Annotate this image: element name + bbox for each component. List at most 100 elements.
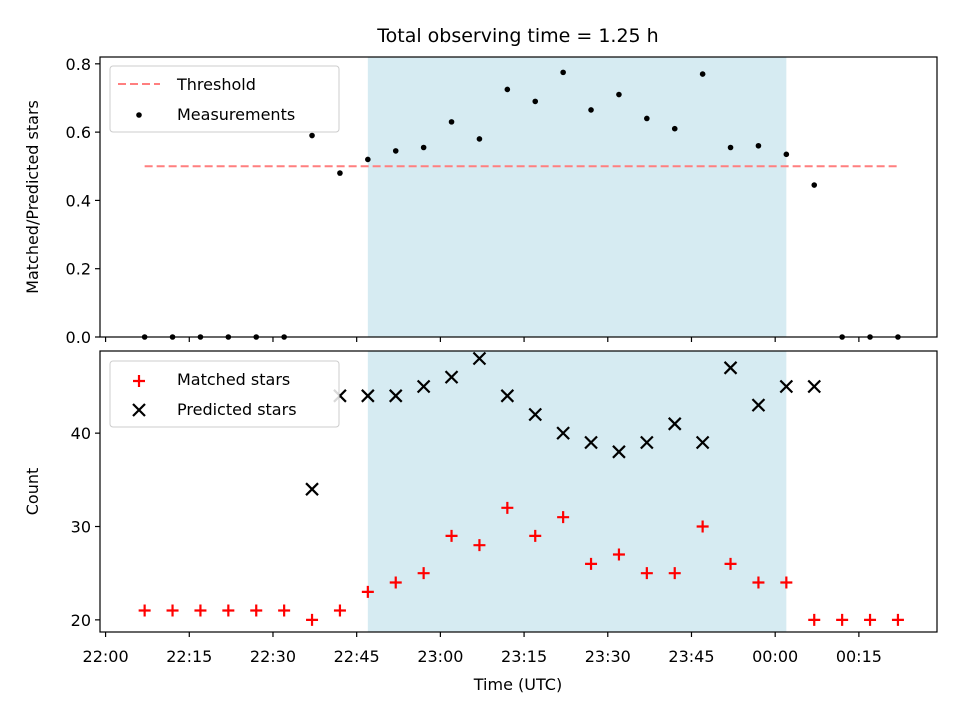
legend-matched-label: Matched stars bbox=[177, 370, 290, 389]
y-tick-label: 40 bbox=[71, 424, 91, 443]
matched-stars-point bbox=[306, 613, 319, 626]
count-panel-marks bbox=[138, 351, 904, 626]
observing-window-span bbox=[367, 351, 787, 632]
matched-stars-point bbox=[445, 529, 458, 542]
matched-stars-point bbox=[501, 501, 514, 514]
predicted-stars-point bbox=[640, 435, 654, 450]
chart-title: Total observing time = 1.25 h bbox=[376, 25, 658, 47]
ratio-panel-frame bbox=[99, 56, 938, 338]
x-tick-label: 23:30 bbox=[585, 647, 631, 666]
predicted-stars-point bbox=[361, 389, 375, 403]
predicted-stars-point bbox=[305, 482, 319, 496]
x-tick-label: 22:00 bbox=[83, 647, 129, 666]
matched-stars-point bbox=[836, 613, 849, 626]
matched-stars-point bbox=[724, 557, 737, 570]
measurement-point bbox=[755, 142, 762, 149]
matched-stars-point bbox=[361, 585, 374, 598]
y-tick-label: 20 bbox=[71, 611, 91, 630]
legend-box bbox=[109, 65, 340, 133]
matched-stars-point bbox=[780, 576, 793, 589]
ratio-panel-x-ticks bbox=[104, 337, 860, 342]
y-tick-label: 0.6 bbox=[66, 123, 91, 142]
predicted-stars-point bbox=[528, 407, 543, 422]
legend-predicted-swatch bbox=[132, 403, 146, 417]
measurement-point bbox=[532, 98, 539, 105]
x-tick-label: 22:45 bbox=[334, 647, 380, 666]
legend-measurements-label: Measurements bbox=[177, 105, 295, 124]
predicted-stars-point bbox=[388, 389, 403, 403]
count-panel-x-ticks: 22:00 22:15 22:30 22:45 23:00 23:15 23:30 23:45… bbox=[83, 632, 882, 666]
legend-matched-swatch bbox=[133, 375, 145, 387]
matched-stars-point bbox=[194, 604, 207, 617]
legend-box bbox=[109, 360, 340, 428]
x-tick-label: 00:00 bbox=[752, 647, 798, 666]
matched-stars-point bbox=[891, 613, 904, 626]
matched-stars-point bbox=[752, 576, 765, 589]
count-panel-y-ticks: 20 30 40 bbox=[71, 424, 100, 630]
legend-measurements-swatch bbox=[136, 112, 142, 118]
measurement-point bbox=[504, 86, 511, 93]
x-tick-label: 22:30 bbox=[250, 647, 296, 666]
ratio-panel-marks bbox=[141, 69, 901, 340]
predicted-stars-point bbox=[416, 379, 431, 394]
predicted-stars-point bbox=[472, 351, 487, 366]
matched-stars-point bbox=[612, 548, 625, 561]
ratio-panel-legend: Threshold Measurements bbox=[109, 65, 340, 133]
x-tick-label: 00:15 bbox=[836, 647, 882, 666]
y-tick-label: 0.4 bbox=[66, 191, 91, 210]
x-axis-label: Time (UTC) bbox=[473, 675, 562, 694]
x-tick-label: 23:15 bbox=[501, 647, 547, 666]
matched-stars-point bbox=[640, 567, 653, 580]
measurement-point bbox=[644, 115, 650, 122]
matched-stars-point bbox=[278, 604, 291, 617]
matched-stars-point bbox=[138, 604, 151, 617]
y-tick-label: 0.8 bbox=[66, 55, 91, 74]
matched-stars-point bbox=[808, 613, 821, 626]
predicted-stars-point bbox=[612, 445, 626, 459]
predicted-stars-point bbox=[723, 361, 738, 375]
matched-stars-point bbox=[585, 557, 598, 570]
predicted-stars-point bbox=[667, 417, 682, 431]
y-tick-label: 30 bbox=[71, 518, 91, 537]
measurement-point bbox=[365, 156, 371, 163]
measurement-point bbox=[783, 151, 790, 158]
count-panel-frame bbox=[99, 350, 938, 633]
x-tick-label: 23:00 bbox=[417, 647, 463, 666]
ratio-panel-y-ticks: 0.0 0.2 0.4 0.6 0.8 bbox=[66, 55, 100, 347]
matched-stars-point bbox=[417, 567, 430, 580]
legend-threshold-label: Threshold bbox=[176, 75, 256, 94]
predicted-stars-point bbox=[807, 379, 822, 394]
predicted-stars-point bbox=[751, 398, 766, 412]
measurement-point bbox=[811, 182, 818, 188]
predicted-stars-point bbox=[556, 426, 570, 440]
legend-predicted-label: Predicted stars bbox=[177, 400, 297, 419]
measurement-point bbox=[588, 107, 594, 113]
measurement-point bbox=[699, 71, 706, 77]
measurement-point bbox=[448, 119, 455, 125]
measurement-point bbox=[671, 125, 678, 132]
measurement-point bbox=[392, 148, 399, 154]
measurement-point bbox=[616, 91, 622, 98]
matched-stars-point bbox=[557, 511, 570, 524]
predicted-stars-point bbox=[779, 379, 794, 394]
measurement-point bbox=[420, 144, 427, 151]
predicted-stars-point bbox=[584, 435, 598, 450]
ratio-panel-y-label: Matched/Predicted stars bbox=[23, 100, 42, 294]
x-tick-label: 23:45 bbox=[668, 647, 714, 666]
y-tick-label: 0.2 bbox=[66, 260, 91, 279]
matched-stars-point bbox=[333, 604, 346, 617]
count-panel: 20 30 40 22:00 22:15 22:30 22:45 23:00 23:15 23:… bbox=[23, 350, 938, 666]
matched-stars-point bbox=[668, 567, 681, 580]
matched-stars-point bbox=[166, 604, 179, 617]
predicted-stars-point bbox=[500, 389, 515, 403]
y-tick-label: 0.0 bbox=[66, 328, 91, 347]
matched-stars-point bbox=[389, 576, 402, 589]
matched-stars-point bbox=[250, 604, 263, 617]
matched-stars-point bbox=[222, 604, 235, 617]
measurement-point bbox=[727, 144, 734, 151]
ratio-panel: 0.00.20.40.60.8 Matched/Predicted stars … bbox=[23, 55, 938, 347]
x-tick-label: 22:15 bbox=[166, 647, 212, 666]
measurement-point bbox=[560, 69, 566, 76]
matched-stars-point bbox=[696, 520, 709, 533]
